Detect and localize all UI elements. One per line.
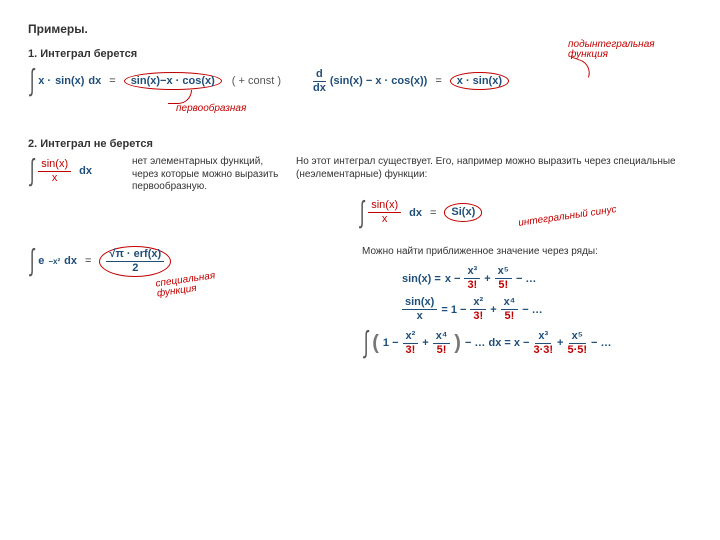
intg1-dx: dx [88,75,101,87]
ddx: d dx [313,69,326,94]
primitive-circle: sin(x) − x · cos(x) [124,72,222,90]
s3-r3d: 5·5! [567,344,587,356]
si-eq: = [430,207,436,219]
integral-sign-1: ∫ [30,66,35,96]
s1-lhs: sin(x) = [402,273,441,285]
integral-sign-erf: ∫ [30,246,35,276]
s3-mid: − … dx = x − [465,337,530,349]
s3-tail: − … [591,337,611,349]
si-fn: Si(x) [444,203,482,221]
erf-den: 2 [132,262,138,274]
rhs-circle: x · sin(x) [450,72,509,90]
sec2-heading: 2. Интеграл не берется [28,138,692,150]
si-num: sin(x) [368,200,401,213]
si-fn-text: Si(x) [451,206,475,218]
ddx-bot: dx [313,82,326,94]
s3-p: + [422,337,428,349]
s1-tail: − … [516,273,536,285]
s2-lden: x [417,310,423,322]
s2-lnum: sin(x) [402,297,437,310]
intg1-sin: sin(x) [55,75,84,87]
lparen: ( [372,332,379,355]
erf-dx: dx [64,255,77,267]
ex1-num: sin(x) [38,159,71,172]
s3-t2n: x² [403,331,419,344]
si-den: x [382,213,388,225]
integral-sign-series: ∫ [364,328,369,358]
si-dx: dx [409,207,422,219]
integral-sign-si: ∫ [360,198,365,228]
si-frac: sin(x) x [368,200,401,225]
s3-r2d: 3·3! [533,344,553,356]
erf-e: e [38,255,44,267]
s2-eq: = 1 − [441,304,466,316]
s2-t2d: 3! [473,310,483,322]
s3-pre: 1 − [383,337,399,349]
eq1: = [109,75,115,87]
s1-t3d: 5! [498,279,508,291]
integral-sign-2: ∫ [30,156,35,186]
prim-xcos: x · cos(x) [166,75,214,87]
ex1-dx: dx [79,165,92,177]
approx-text: Можно найти приближенное значение через … [362,246,692,259]
eq2: = [435,75,441,87]
s2-tail: − … [522,304,542,316]
ex1-right: Но этот интеграл существует. Его, наприм… [296,156,692,181]
arrow-pervoobr [168,90,192,104]
ex1-note: нет элементарных функций, через которые … [132,156,282,194]
s3-t2d: 3! [406,344,416,356]
rhs-text: x · sin(x) [457,75,502,87]
s3-t3n: x⁴ [433,331,451,344]
intg1-x: x · [38,75,51,87]
s1-t2n: x³ [464,266,480,279]
ddx-top: d [313,69,326,82]
sinx-over-x: sin(x) x [38,159,71,184]
s1-t3n: x⁵ [495,266,512,279]
page-title: Примеры. [28,22,692,36]
ex1-den: x [52,172,58,184]
erf-exp: −x² [48,257,60,266]
label-podint: подынтегральная функция [568,40,688,60]
prim-sinx: sin(x) [131,75,160,87]
s2-t3d: 5! [505,310,515,322]
s2-t2n: x² [470,297,486,310]
s2-p: + [490,304,496,316]
const-tail: ( + const ) [232,75,281,87]
s3-r3n: x⁵ [569,331,586,344]
s2-t3n: x⁴ [501,297,519,310]
s1-t1: x − [445,273,461,285]
s3-r2n: x³ [535,331,551,344]
erf-eq: = [85,255,91,267]
deriv-exp: (sin(x) − x · cos(x)) [330,75,428,87]
s3-rp: + [557,337,563,349]
erf-circle: √π · erf(x) 2 [99,246,171,277]
section-2: 2. Интеграл не берется ∫ sin(x) x dx нет… [28,138,692,358]
erf-num: √π · erf(x) [106,249,164,262]
rparen: ) [454,332,461,355]
s1-p: + [484,273,490,285]
s1-t2d: 3! [467,279,477,291]
s3-t3d: 5! [437,344,447,356]
section-1: 1. Интеграл берется подынтегральная функ… [28,48,692,128]
label-pervoobr: первообразная [176,104,246,114]
